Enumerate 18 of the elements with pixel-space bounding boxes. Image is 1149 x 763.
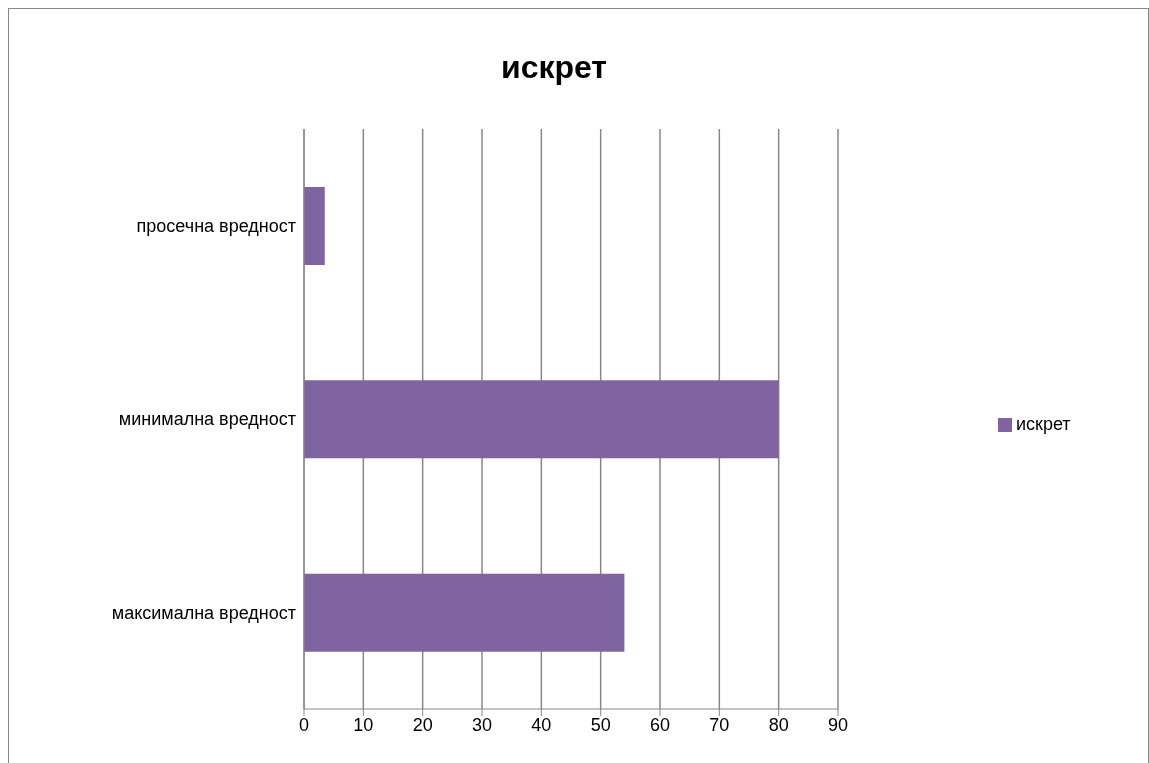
x-tick-label: 40 <box>531 714 552 735</box>
bar <box>304 380 779 459</box>
y-tick-label: максимална вредност <box>111 602 296 623</box>
x-tick-label: 50 <box>590 714 611 735</box>
y-tick-label: минимална вредност <box>118 409 296 430</box>
bar <box>304 573 625 652</box>
bar <box>304 187 325 265</box>
x-tick-label: 30 <box>471 714 493 735</box>
x-tick-label: 80 <box>768 714 789 735</box>
x-tick-label: 60 <box>649 714 671 735</box>
x-tick-label: 90 <box>827 714 849 735</box>
x-tick-label: 70 <box>709 714 730 735</box>
x-tick-label: 10 <box>353 714 374 735</box>
x-tick-label: 0 <box>298 714 310 735</box>
legend-label: искрет <box>1016 413 1071 434</box>
x-tick-label: 20 <box>412 714 433 735</box>
y-tick-label: просечна вредност <box>136 216 296 237</box>
chart-title: искрет <box>499 49 609 86</box>
